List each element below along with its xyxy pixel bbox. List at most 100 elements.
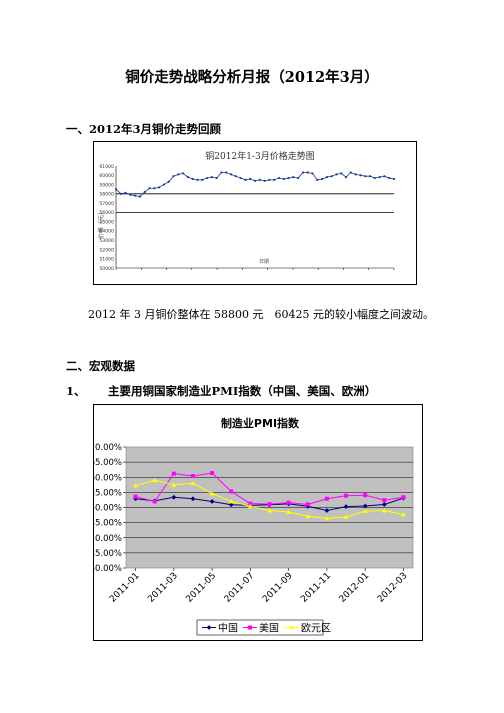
pmi-point-usa — [248, 501, 253, 506]
pmi-point-eurozone — [190, 480, 196, 486]
copper-price-point — [215, 176, 218, 180]
section1-heading: 一、2012年3月铜价走势回顾 — [66, 122, 222, 136]
pmi-point-usa — [171, 471, 176, 476]
copper-chart-x-label: 日期 — [259, 259, 269, 265]
copper-y-tick-label: 53000 — [99, 238, 114, 244]
pmi-point-china — [209, 499, 215, 504]
copper-price-point — [186, 176, 189, 179]
pmi-point-usa — [267, 502, 272, 507]
pmi-chart-title: 制造业PMI指数 — [221, 416, 300, 430]
copper-y-tick-label: 58000 — [99, 192, 114, 198]
pmi-x-tick-label: 2011-05 — [185, 571, 219, 605]
pmi-legend-label-eurozone: 欧元区 — [301, 623, 331, 635]
pmi-x-tick-label: 2011-07 — [223, 571, 257, 605]
copper-price-point — [268, 178, 271, 182]
pmi-x-tick-label: 2011-11 — [299, 571, 333, 605]
copper-chart-y-label: 价格（元） — [97, 209, 105, 239]
document-title: 铜价走势战略分析月报（2012年3月） — [125, 69, 379, 86]
pmi-point-china — [324, 508, 330, 513]
copper-price-point — [253, 179, 257, 182]
copper-price-point — [182, 172, 185, 175]
copper-price-point — [138, 195, 142, 198]
copper-y-tick-label: 56000 — [99, 210, 114, 216]
copper-price-point — [306, 171, 309, 174]
pmi-x-tick-label: 2012-01 — [338, 571, 372, 605]
copper-price-point — [244, 178, 247, 182]
copper-price-point — [378, 176, 381, 179]
copper-price-point — [129, 193, 132, 196]
copper-price-point — [311, 172, 314, 175]
copper-price-point — [368, 175, 372, 178]
copper-price-point — [292, 176, 295, 179]
body-paragraph: 2012 年 3 月铜价整体在 58800 元 60425 元的较小幅度之间波动… — [66, 304, 438, 326]
pmi-x-tick-label: 2011-03 — [146, 571, 180, 605]
copper-price-point — [344, 176, 348, 179]
pmi-x-tick-label: 2012-03 — [376, 571, 410, 605]
copper-price-point — [258, 178, 261, 182]
copper-y-tick-label: 50000 — [99, 266, 114, 272]
pmi-point-usa — [382, 498, 387, 503]
pmi-y-tick-label: 60.00% — [94, 473, 122, 483]
copper-y-tick-label: 52000 — [99, 247, 114, 253]
pmi-x-tick-label: 2011-01 — [108, 571, 142, 605]
copper-price-point — [134, 194, 137, 197]
copper-price-point — [388, 176, 391, 180]
copper-y-tick-label: 57000 — [99, 201, 114, 207]
copper-price-point — [158, 186, 161, 189]
pmi-point-usa — [286, 500, 291, 505]
pmi-legend-marker-usa — [248, 625, 252, 630]
copper-price-point — [249, 177, 252, 181]
pmi-legend-marker-china — [206, 625, 212, 630]
copper-price-point — [273, 178, 276, 182]
pmi-point-usa — [344, 493, 349, 498]
copper-price-chart-svg: 铜2012年1-3月价格走势图 价格（元） 日期 61000 60000 59000… — [97, 150, 396, 272]
pmi-chart: 制造业PMI指数 70.00% 65.00% 60.00% 55.00% 50.00% 4… — [90, 404, 423, 641]
copper-price-point — [220, 171, 223, 174]
copper-price-point — [277, 176, 281, 180]
copper-price-point — [205, 176, 209, 180]
copper-price-point — [225, 171, 228, 174]
copper-y-tick-label: 55000 — [99, 219, 114, 225]
copper-price-point — [229, 173, 233, 176]
pmi-point-china — [228, 502, 234, 508]
copper-price-point — [201, 178, 204, 182]
pmi-y-tick-label: 65.00% — [94, 458, 122, 468]
pmi-point-eurozone — [152, 477, 158, 483]
copper-price-chart: 铜2012年1-3月价格走势图 价格（元） 日期 61000 60000 59000… — [93, 141, 417, 285]
price-range-text: 2012 年 3 月铜价整体在 58800 元 60425 元的较小幅度之间波动… — [88, 308, 434, 321]
copper-price-point — [301, 171, 305, 174]
pmi-legend-label-usa: 美国 — [259, 622, 279, 635]
copper-price-point — [340, 172, 343, 175]
subsection1-text: 主要用铜国家制造业PMI指数（中国、美国、欧洲） — [108, 384, 377, 398]
copper-price-point — [124, 191, 127, 194]
copper-price-point — [119, 192, 122, 195]
copper-price-point — [143, 190, 146, 194]
copper-price-point — [196, 178, 199, 182]
pmi-point-eurozone — [133, 483, 138, 488]
copper-price-point — [354, 173, 357, 176]
pmi-point-eurozone — [267, 508, 272, 513]
copper-price-point — [321, 177, 324, 181]
pmi-legend-marker-eurozone — [289, 625, 295, 630]
copper-price-point — [297, 176, 300, 180]
pmi-point-eurozone — [343, 514, 349, 519]
copper-price-point — [172, 175, 175, 178]
pmi-point-eurozone — [381, 508, 387, 513]
pmi-y-tick-label: 35.00% — [94, 549, 122, 559]
pmi-point-china — [362, 503, 368, 509]
pmi-point-usa — [324, 496, 329, 501]
copper-price-point — [153, 187, 156, 190]
copper-price-point — [330, 175, 333, 178]
copper-price-point — [162, 183, 166, 186]
section2-heading: 二、宏观数据 — [66, 359, 135, 373]
pmi-point-eurozone — [247, 503, 253, 509]
subsection1-number: 1、 — [66, 384, 86, 398]
pmi-point-usa — [152, 499, 157, 504]
copper-price-point — [392, 177, 396, 181]
pmi-point-eurozone — [228, 499, 234, 504]
copper-price-point — [282, 177, 285, 181]
pmi-point-eurozone — [286, 509, 292, 514]
pmi-y-tick-label: 40.00% — [94, 534, 122, 544]
copper-y-tick-label: 51000 — [99, 257, 114, 263]
pmi-point-usa — [229, 489, 234, 494]
